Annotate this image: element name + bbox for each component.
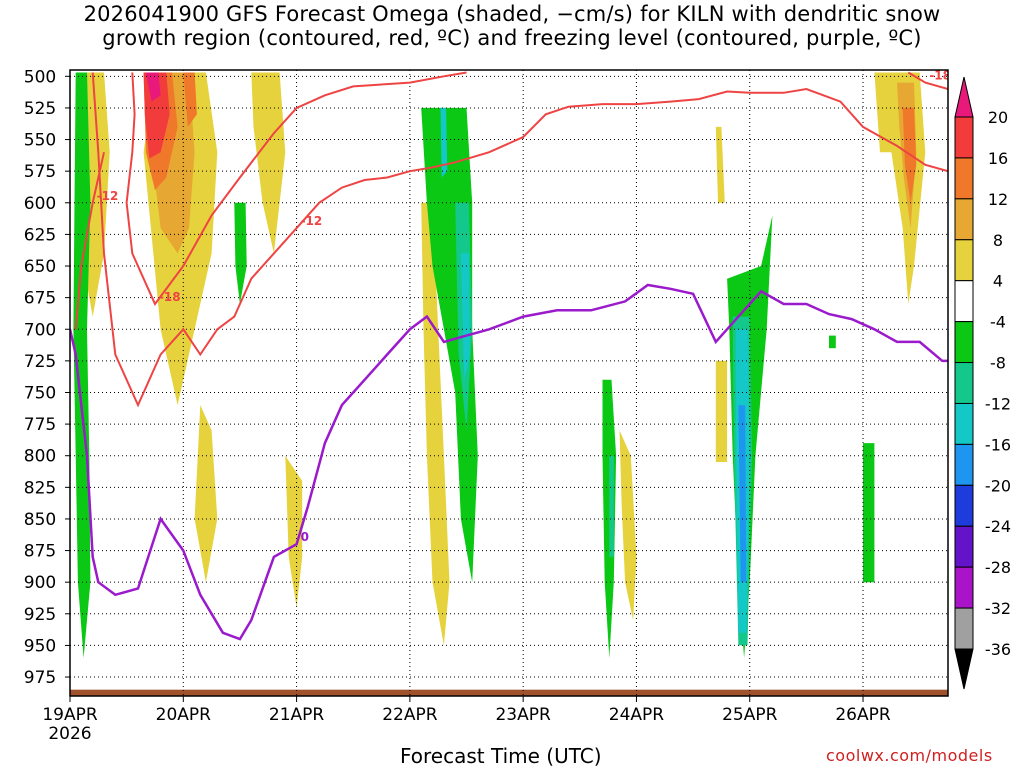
colorbar: 20 16 12 8 4 -4 -8 -12 -16 -20 -24 -28 -32 -36: [954, 76, 1011, 690]
colorbar-label-2: 12: [988, 190, 1008, 209]
colorbar-label-7: -12: [985, 394, 1011, 413]
x-axis-label: Forecast Time (UTC): [400, 744, 602, 768]
colorbar-label-6: -8: [990, 354, 1006, 373]
ytick-label-850: 850: [24, 510, 56, 530]
omega-region-26: [609, 455, 614, 557]
ytick-label-975: 975: [24, 668, 56, 688]
ytick-label-825: 825: [24, 478, 56, 498]
colorbar-bin-9: [954, 443, 974, 486]
colorbar-bin-10: [954, 484, 974, 527]
plot-frame: [69, 69, 949, 697]
colorbar-bin-11: [954, 525, 974, 568]
xtick-label-26APR: 26APR: [835, 705, 891, 725]
omega-region-30: [738, 405, 747, 583]
xtick-label-22APR: 22APR: [382, 705, 438, 725]
colorbar-label-3: 8: [993, 231, 1003, 250]
colorbar-bin-1: [954, 116, 974, 159]
omega-region-7: [715, 126, 725, 203]
freezing-level-contour: [70, 283, 948, 641]
colorbar-top-arrow: [954, 76, 974, 118]
omega-region-27: [460, 253, 470, 380]
xtick-label-21APR: 21APR: [269, 705, 325, 725]
omega-region-6: [619, 430, 637, 621]
axes-layer: 500 525 550 575 600 625 650 675 700 725 750 775 800 8…: [24, 67, 949, 744]
omega-region-4: [285, 455, 303, 608]
chart-title-line2: growth region (contoured, red, ºC) and f…: [102, 26, 922, 50]
chart-title-line1: 2026041900 GFS Forecast Omega (shaded, −…: [83, 2, 941, 26]
dgz-contour-1: [91, 72, 948, 408]
omega-region-23: [829, 335, 836, 349]
ytick-label-725: 725: [24, 352, 56, 372]
dgz-contour-2: [74, 151, 105, 330]
colorbar-label-0: 20: [988, 108, 1008, 127]
ytick-label-575: 575: [24, 162, 56, 182]
credit-link[interactable]: coolwx.com/models: [826, 746, 993, 765]
omega-shading-layer: [73, 72, 926, 659]
contour-layer: -18 -12 -12 -18 0: [70, 69, 951, 641]
ytick-label-625: 625: [24, 225, 56, 245]
ytick-label-700: 700: [24, 320, 56, 340]
ytick-label-650: 650: [24, 257, 56, 277]
colorbar-label-8: -16: [985, 435, 1011, 454]
omega-region-22: [863, 443, 875, 583]
colorbar-label-1: 16: [988, 149, 1008, 168]
colorbar-bin-8: [954, 402, 974, 445]
xtick-label-24APR: 24APR: [609, 705, 665, 725]
chart-title: 2026041900 GFS Forecast Omega (shaded, −…: [0, 2, 1024, 50]
omega-region-2: [251, 72, 286, 254]
omega-region-16: [145, 72, 161, 102]
colorbar-label-11: -28: [985, 558, 1011, 577]
ytick-label-950: 950: [24, 636, 56, 656]
xtick-year-label: 2026: [48, 724, 91, 744]
colorbar-label-4: 4: [993, 272, 1003, 291]
dgz-contour-3: [907, 71, 948, 90]
colorbar-label-10: -24: [985, 517, 1011, 536]
dgz-contour-0: [125, 71, 467, 306]
omega-region-5: [421, 202, 450, 646]
colorbar-bin-2: [954, 157, 974, 200]
colorbar-bin-4: [954, 239, 974, 282]
xtick-label-19APR: 19APR: [42, 705, 98, 725]
ytick-label-775: 775: [24, 415, 56, 435]
colorbar-bin-13: [954, 607, 974, 650]
colorbar-label-9: -20: [985, 476, 1011, 495]
colorbar-bin-7: [954, 362, 974, 404]
colorbar-bottom-arrow: [954, 648, 974, 690]
xtick-label-23APR: 23APR: [495, 705, 551, 725]
ytick-label-800: 800: [24, 447, 56, 467]
omega-region-18: [234, 202, 247, 304]
dgz-contour-3-label: -18: [929, 69, 951, 83]
colorbar-bin-3: [954, 198, 974, 241]
colorbar-label-12: -32: [985, 599, 1011, 618]
colorbar-bin-5: [954, 280, 974, 323]
freezing-level-contour-label: 0: [301, 530, 309, 544]
omega-region-8: [715, 360, 728, 462]
omega-region-13: [183, 72, 197, 127]
ytick-label-525: 525: [24, 99, 56, 119]
ytick-label-550: 550: [24, 131, 56, 151]
ytick-label-600: 600: [24, 194, 56, 214]
colorbar-label-5: -4: [990, 313, 1006, 332]
ytick-label-500: 500: [24, 67, 56, 87]
dgz-contour-0-label: -18: [159, 290, 181, 304]
ytick-label-875: 875: [24, 542, 56, 562]
ytick-label-925: 925: [24, 605, 56, 625]
colorbar-bin-6: [954, 321, 974, 364]
colorbar-label-13: -36: [985, 640, 1011, 659]
omega-region-17: [73, 72, 91, 659]
ytick-label-900: 900: [24, 573, 56, 593]
ground-layer: [70, 689, 948, 696]
omega-region-3: [194, 405, 218, 583]
omega-region-28: [440, 107, 448, 178]
dgz-contour-1-label: -12: [301, 214, 323, 228]
xtick-label-20APR: 20APR: [156, 705, 212, 725]
colorbar-bin-12: [954, 566, 974, 609]
xtick-label-25APR: 25APR: [722, 705, 778, 725]
ytick-label-750: 750: [24, 383, 56, 403]
ytick-label-675: 675: [24, 289, 56, 309]
dgz-contour-2-label: -12: [97, 189, 119, 203]
ground-fill: [70, 689, 948, 696]
